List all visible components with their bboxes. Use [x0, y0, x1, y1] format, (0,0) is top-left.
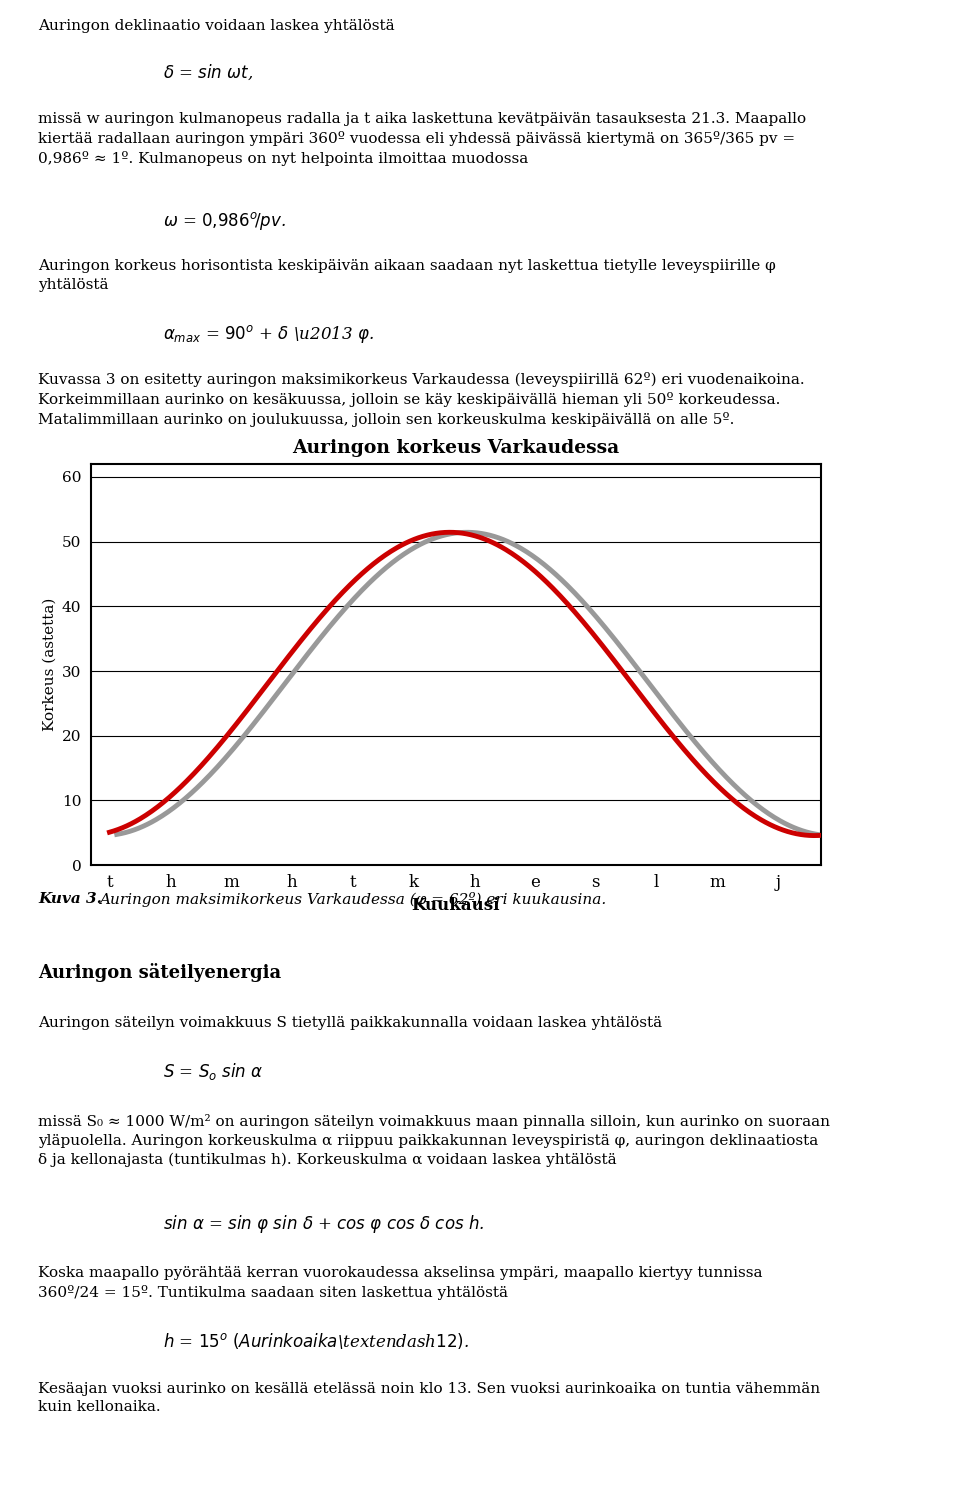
Text: Auringon säteilyenergia: Auringon säteilyenergia: [38, 964, 281, 982]
Text: missä S₀ ≈ 1000 W/m² on auringon säteilyn voimakkuus maan pinnalla silloin, kun : missä S₀ ≈ 1000 W/m² on auringon säteily…: [38, 1114, 830, 1167]
Text: $\mathit{\omega}$ = $\mathit{0{,}986^o\!/pv}$.: $\mathit{\omega}$ = $\mathit{0{,}986^o\!…: [163, 209, 286, 232]
Text: Kuvassa 3 on esitetty auringon maksimikorkeus Varkaudessa (leveyspiirillä 62º) e: Kuvassa 3 on esitetty auringon maksimiko…: [38, 373, 805, 426]
Text: Kesäajan vuoksi aurinko on kesällä etelässä noin klo 13. Sen vuoksi aurinkoaika : Kesäajan vuoksi aurinko on kesällä etelä…: [38, 1381, 821, 1414]
Text: Koska maapallo pyörähtää kerran vuorokaudessa akselinsa ympäri, maapallo kiertyy: Koska maapallo pyörähtää kerran vuorokau…: [38, 1265, 763, 1299]
Text: $\mathit{h}$ = $\mathit{15^o}$ $\mathit{(Aurinkoaika}$\textendash$\mathit{12)}$.: $\mathit{h}$ = $\mathit{15^o}$ $\mathit{…: [163, 1332, 469, 1351]
Text: Auringon maksimikorkeus Varkaudessa (φ = 62º) eri kuukausina.: Auringon maksimikorkeus Varkaudessa (φ =…: [99, 891, 606, 907]
Text: Auringon korkeus horisontista keskipäivän aikaan saadaan nyt laskettua tietylle : Auringon korkeus horisontista keskipäivä…: [38, 258, 776, 291]
Text: $\mathit{\alpha}_{\mathit{max}}$ = $\mathit{90^o}$ + $\mathit{\delta}$ \u2013 $\: $\mathit{\alpha}_{\mathit{max}}$ = $\mat…: [163, 322, 374, 345]
Text: Auringon säteilyn voimakkuus S tietyllä paikkakunnalla voidaan laskea yhtälöstä: Auringon säteilyn voimakkuus S tietyllä …: [38, 1016, 662, 1031]
X-axis label: Kuukausi: Kuukausi: [412, 897, 500, 913]
Text: $\mathit{S}$ = $\mathit{S_o}$ $\mathit{sin}$ $\mathit{\alpha}$: $\mathit{S}$ = $\mathit{S_o}$ $\mathit{s…: [163, 1060, 264, 1083]
Text: $\mathit{sin}$ $\mathit{\alpha}$ = $\mathit{sin}$ $\mathit{\varphi}$ $\mathit{si: $\mathit{sin}$ $\mathit{\alpha}$ = $\mat…: [163, 1212, 485, 1234]
Text: $\delta$ = $\mathit{sin}$ $\mathit{\omega t}$,: $\delta$ = $\mathit{sin}$ $\mathit{\omeg…: [163, 62, 253, 83]
Text: missä w auringon kulmanopeus radalla ja t aika laskettuna kevätpäivän tasauksest: missä w auringon kulmanopeus radalla ja …: [38, 113, 806, 166]
Y-axis label: Korkeus (astetta): Korkeus (astetta): [42, 598, 57, 731]
Text: Auringon deklinaatio voidaan laskea yhtälöstä: Auringon deklinaatio voidaan laskea yhtä…: [38, 18, 395, 33]
Text: ​Kuva 3.​: ​Kuva 3.​: [38, 891, 103, 906]
Title: Auringon korkeus Varkaudessa: Auringon korkeus Varkaudessa: [293, 440, 619, 457]
